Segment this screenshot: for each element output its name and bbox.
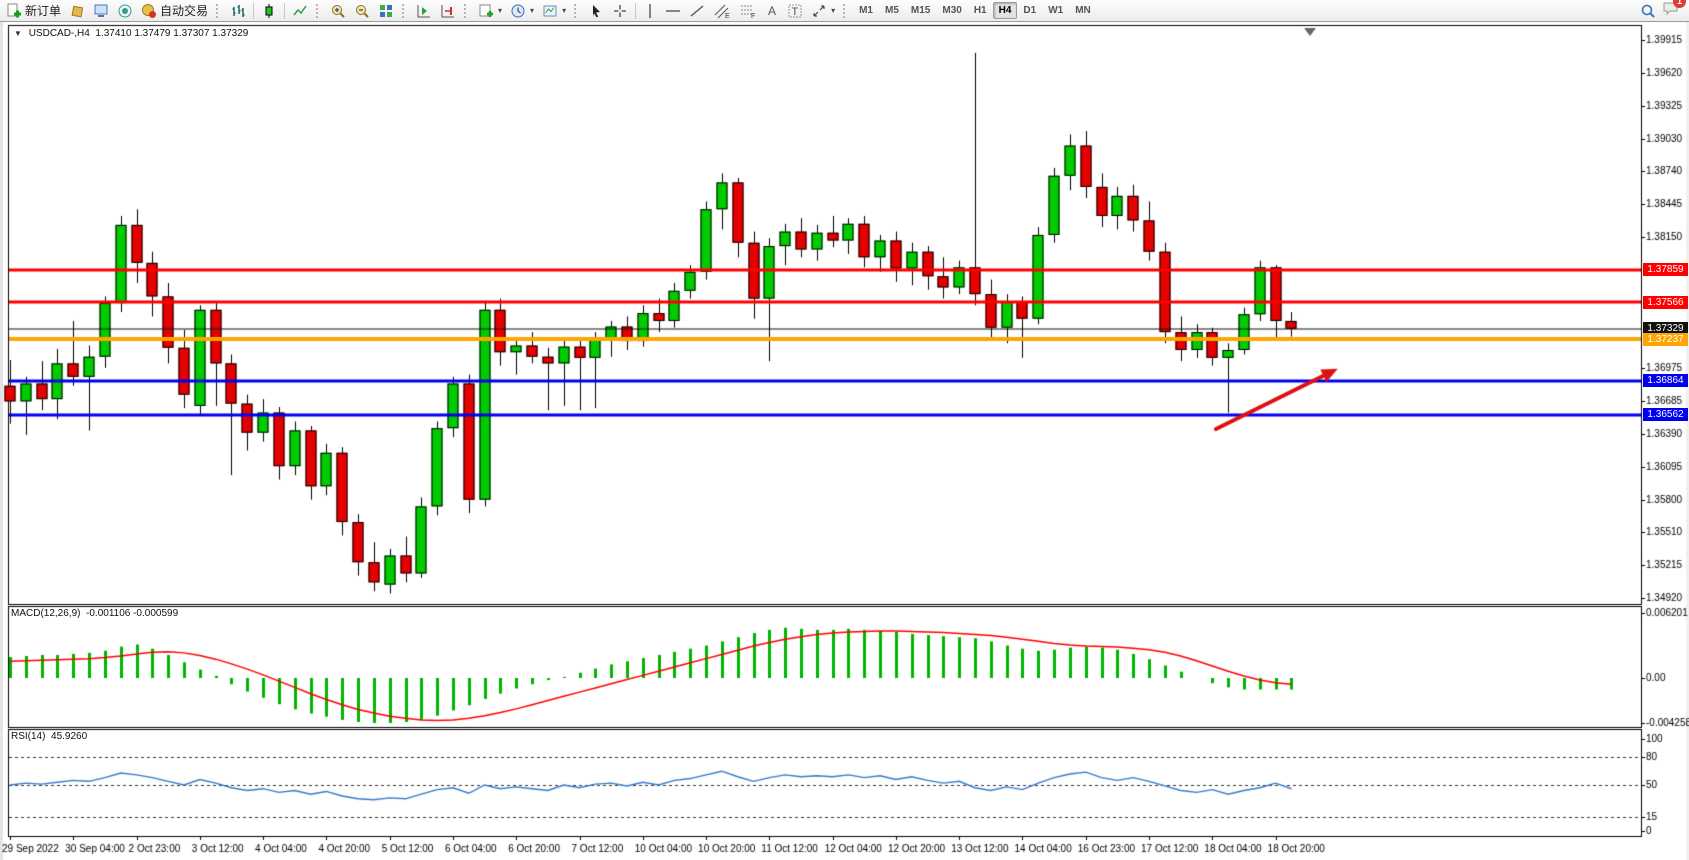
new-chart-button[interactable]: ▾ xyxy=(474,1,506,21)
trendline-icon xyxy=(690,4,704,17)
candlestick-icon xyxy=(265,3,273,18)
template-icon xyxy=(543,5,557,16)
bar-chart-button[interactable] xyxy=(226,1,250,21)
toolbar-grip xyxy=(464,3,471,18)
text-button[interactable]: A xyxy=(761,1,783,21)
main-toolbar: 新订单 自动交易 xyxy=(0,0,1689,22)
timeframe-mn[interactable]: MN xyxy=(1075,5,1091,16)
line-chart-button[interactable] xyxy=(288,1,312,21)
gold-cube-icon xyxy=(71,5,84,17)
channel-icon: E xyxy=(714,4,730,19)
chart-title: ▼ USDCAD-,H4 1.37410 1.37479 1.37307 1.3… xyxy=(14,28,248,39)
new-chart-icon xyxy=(479,4,494,17)
macd-name: MACD(12,26,9) xyxy=(11,608,81,619)
equidistant-channel-button[interactable]: E xyxy=(709,1,735,21)
zoom-in-icon xyxy=(332,4,345,18)
price-tag-1.37329[interactable]: 1.37329 xyxy=(1643,322,1688,335)
price-tag-1.36864[interactable]: 1.36864 xyxy=(1643,374,1688,387)
price-tag-1.37566[interactable]: 1.37566 xyxy=(1643,296,1688,309)
crosshair-button[interactable] xyxy=(608,1,632,21)
auto-scroll-button[interactable] xyxy=(436,1,460,21)
svg-text:A: A xyxy=(768,4,776,18)
text-label-icon: T xyxy=(788,4,802,18)
toolbar-grip xyxy=(843,3,850,18)
broadcast-icon xyxy=(118,4,132,17)
autotrading-icon xyxy=(142,3,157,18)
fibonacci-icon: F xyxy=(741,5,755,19)
rsi-current-value: 45.9260 xyxy=(51,731,88,742)
timeframe-m15[interactable]: M15 xyxy=(910,5,931,16)
signals-button[interactable] xyxy=(113,1,137,21)
tile-windows-button[interactable] xyxy=(374,1,398,21)
horizontal-line-icon xyxy=(666,9,681,12)
macd-current-values: -0.001106 -0.000599 xyxy=(86,608,179,619)
clock-icon xyxy=(511,4,525,17)
timeframe-m1[interactable]: M1 xyxy=(859,5,873,16)
crosshair-icon xyxy=(614,4,627,17)
chart-shift-icon xyxy=(417,4,431,17)
candlestick-chart-button[interactable] xyxy=(257,1,281,21)
timeframe-d1[interactable]: D1 xyxy=(1023,5,1037,16)
dropdown-caret-icon: ▾ xyxy=(831,6,836,15)
document-plus-icon xyxy=(7,3,21,17)
horizontal-line-button[interactable] xyxy=(661,1,685,21)
toolbar-grip xyxy=(402,3,409,18)
dropdown-caret-icon: ▾ xyxy=(498,6,503,15)
notifications-button[interactable]: 1 xyxy=(1662,0,1686,21)
ohlc-bars-icon xyxy=(232,4,245,17)
macd-indicator-label: MACD(12,26,9) -0.001106 -0.000599 xyxy=(11,608,178,619)
auto-scroll-icon xyxy=(441,4,455,17)
trendline-button[interactable] xyxy=(685,1,709,21)
fibonacci-button[interactable]: F xyxy=(735,1,761,21)
zoom-out-icon xyxy=(356,4,369,18)
svg-text:T: T xyxy=(792,6,799,18)
toolbar-grip xyxy=(574,3,581,18)
chart-dropdown-caret-icon[interactable]: ▼ xyxy=(14,29,22,38)
timeframe-m5[interactable]: M5 xyxy=(885,5,899,16)
timeframe-h4[interactable]: H4 xyxy=(992,2,1018,19)
chart-window: ▼ USDCAD-,H4 1.37410 1.37479 1.37307 1.3… xyxy=(0,22,1689,860)
chart-symbol-label: USDCAD-,H4 xyxy=(28,28,90,39)
rsi-indicator-label: RSI(14) 45.9260 xyxy=(11,731,87,742)
tile-windows-icon xyxy=(380,4,393,17)
price-tag-1.37859[interactable]: 1.37859 xyxy=(1643,263,1688,276)
cursor-arrow-icon xyxy=(593,4,601,17)
monitor-icon xyxy=(94,4,108,17)
templates-button[interactable]: ▾ xyxy=(538,1,570,21)
vertical-line-button[interactable] xyxy=(639,1,661,21)
autotrading-button[interactable]: 自动交易 xyxy=(137,1,212,21)
rsi-name: RSI(14) xyxy=(11,731,46,742)
line-chart-icon xyxy=(293,5,307,15)
new-order-button[interactable]: 新订单 xyxy=(2,1,65,21)
vertical-line-icon xyxy=(649,3,651,18)
arrows-tool-button[interactable]: ▾ xyxy=(807,1,839,21)
autotrading-label: 自动交易 xyxy=(160,4,209,18)
text-a-icon: A xyxy=(768,4,776,18)
svg-text:E: E xyxy=(725,13,730,19)
price-tag-1.36562[interactable]: 1.36562 xyxy=(1643,408,1688,421)
text-label-button[interactable]: T xyxy=(783,1,807,21)
notification-badge: 1 xyxy=(1673,0,1686,8)
price-chart-canvas[interactable] xyxy=(0,22,1689,860)
periods-button[interactable]: ▾ xyxy=(506,1,538,21)
data-window-button[interactable] xyxy=(89,1,113,21)
market-watch-button[interactable] xyxy=(65,1,89,21)
toolbar-grip xyxy=(216,3,223,18)
zoom-in-button[interactable] xyxy=(326,1,350,21)
chart-shift-button[interactable] xyxy=(412,1,436,21)
dropdown-caret-icon: ▾ xyxy=(562,6,567,15)
cursor-button[interactable] xyxy=(584,1,608,21)
chart-ohlc-values: 1.37410 1.37479 1.37307 1.37329 xyxy=(95,28,249,39)
dropdown-caret-icon: ▾ xyxy=(530,6,535,15)
price-tag-1.37237[interactable]: 1.37237 xyxy=(1643,333,1688,346)
zoom-out-button[interactable] xyxy=(350,1,374,21)
timeframe-w1[interactable]: W1 xyxy=(1048,5,1064,16)
arrows-icon xyxy=(813,5,825,16)
search-icon[interactable] xyxy=(1640,3,1656,19)
timeframe-m30[interactable]: M30 xyxy=(942,5,962,16)
toolbar-grip xyxy=(316,3,323,18)
svg-text:F: F xyxy=(751,13,755,19)
timeframe-h1[interactable]: H1 xyxy=(973,5,987,16)
new-order-label: 新订单 xyxy=(25,4,62,18)
